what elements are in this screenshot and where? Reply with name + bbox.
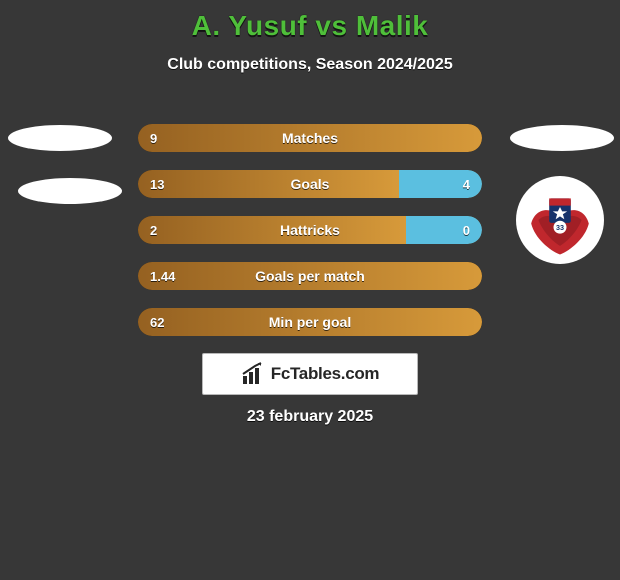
stat-row: Goals per match1.44 bbox=[138, 262, 482, 290]
bar-left-fill bbox=[138, 216, 406, 244]
club-badge-icon: 33 bbox=[524, 184, 596, 256]
stat-row: Matches9 bbox=[138, 124, 482, 152]
player2-placeholder bbox=[510, 125, 614, 151]
svg-text:33: 33 bbox=[556, 223, 564, 232]
bar-left-fill bbox=[138, 308, 482, 336]
stat-row: Hattricks20 bbox=[138, 216, 482, 244]
stat-row: Goals134 bbox=[138, 170, 482, 198]
club-badge: 33 bbox=[516, 176, 604, 264]
date-text: 23 february 2025 bbox=[0, 408, 620, 426]
page-title: A. Yusuf vs Malik bbox=[0, 0, 620, 42]
brand-chart-icon bbox=[241, 362, 265, 386]
bar-left-fill bbox=[138, 124, 482, 152]
bar-right-fill bbox=[406, 216, 482, 244]
player1-placeholder-a bbox=[8, 125, 112, 151]
stat-row: Min per goal62 bbox=[138, 308, 482, 336]
brand-name: FcTables.com bbox=[271, 364, 380, 384]
page-subtitle: Club competitions, Season 2024/2025 bbox=[0, 56, 620, 74]
bar-right-fill bbox=[399, 170, 482, 198]
stats-container: Matches9 Goals134 Hattricks20 Goals per mat… bbox=[138, 124, 482, 354]
brand-box: FcTables.com bbox=[202, 353, 418, 395]
bar-left-fill bbox=[138, 262, 482, 290]
bar-left-fill bbox=[138, 170, 399, 198]
player1-placeholder-b bbox=[18, 178, 122, 204]
